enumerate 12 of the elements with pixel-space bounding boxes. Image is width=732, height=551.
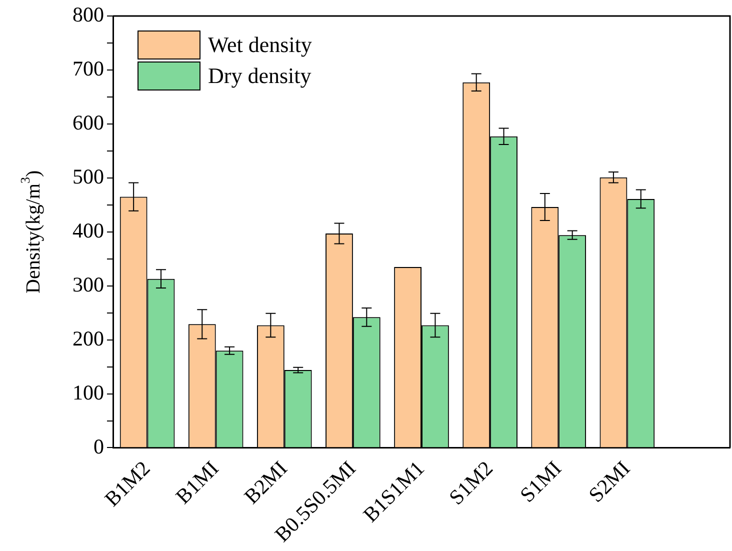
y-tick-label: 200	[72, 326, 104, 350]
y-tick-label: 700	[72, 56, 104, 80]
legend-label: Wet density	[208, 32, 312, 57]
y-tick-label: 500	[72, 164, 104, 188]
y-tick-label: 300	[72, 272, 104, 296]
y-tick-label: 800	[72, 2, 104, 27]
y-axis-title: Density(kg/m3)	[17, 170, 44, 294]
y-tick-label: 600	[72, 110, 104, 134]
y-tick-label: 0	[94, 434, 104, 458]
y-tick-label: 400	[72, 218, 104, 242]
y-tick-label: 100	[72, 380, 104, 404]
legend-label: Dry density	[208, 62, 312, 88]
